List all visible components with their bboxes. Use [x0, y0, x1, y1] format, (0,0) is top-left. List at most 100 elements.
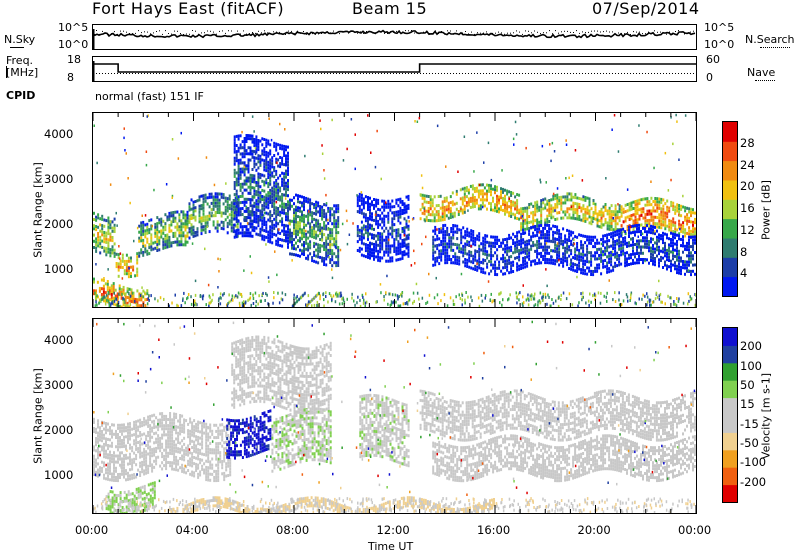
heatmap-cell — [678, 256, 680, 260]
heatmap-cell — [432, 257, 435, 261]
heatmap-cell — [574, 250, 577, 254]
heatmap-cell — [636, 218, 639, 222]
heatmap-cell — [389, 259, 392, 263]
heatmap-cell — [686, 231, 689, 235]
noise-cell — [191, 242, 194, 245]
heatmap-cell — [441, 200, 444, 204]
heatmap-cell — [101, 224, 104, 228]
heatmap-cell — [472, 233, 475, 237]
heatmap-cell — [226, 231, 229, 235]
scatter-cell — [336, 293, 339, 297]
heatmap-cell — [638, 223, 640, 227]
heatmap-cell — [142, 220, 145, 224]
heatmap-cell — [245, 188, 248, 192]
heatmap-cell — [247, 164, 250, 168]
heatmap-cell — [580, 271, 583, 275]
heatmap-cell — [468, 256, 471, 260]
heatmap-cell — [277, 188, 280, 192]
noise-search-dot — [240, 33, 241, 35]
heatmap-cell — [536, 209, 539, 213]
heatmap-cell — [230, 210, 233, 214]
heatmap-cell — [150, 239, 153, 243]
heatmap-cell — [484, 234, 487, 238]
heatmap-cell — [638, 245, 640, 249]
heatmap-cell — [375, 219, 378, 223]
heatmap-cell — [235, 213, 238, 217]
heatmap-cell — [154, 234, 157, 238]
heatmap-cell — [447, 216, 450, 220]
heatmap-cell — [293, 223, 295, 227]
heatmap-cell — [596, 212, 599, 216]
heatmap-cell — [536, 249, 539, 253]
heatmap-cell — [642, 226, 644, 230]
heatmap-cell — [154, 222, 157, 226]
heatmap-cell — [136, 273, 139, 277]
heatmap-cell — [295, 214, 297, 218]
heatmap-cell — [251, 140, 254, 144]
scatter-cell — [222, 293, 224, 297]
nave-dot — [528, 73, 529, 74]
heatmap-cell — [293, 226, 295, 230]
heatmap-cell — [614, 219, 617, 223]
heatmap-cell — [120, 288, 123, 292]
heatmap-cell — [448, 254, 451, 258]
heatmap-cell — [317, 219, 320, 223]
heatmap-cell — [421, 202, 424, 206]
heatmap-cell — [253, 150, 256, 154]
heatmap-cell — [313, 259, 316, 263]
noise-cell — [545, 242, 548, 245]
scatter-cell — [614, 291, 616, 295]
heatmap-cell — [463, 192, 466, 196]
heatmap-cell — [128, 293, 131, 297]
heatmap-cell — [293, 220, 295, 224]
heatmap-cell — [526, 212, 529, 216]
heatmap-cell — [186, 216, 189, 220]
heatmap-cell — [226, 197, 229, 201]
heatmap-cell — [285, 145, 287, 149]
heatmap-cell — [688, 226, 691, 230]
heatmap-cell — [403, 229, 406, 233]
heatmap-cell — [218, 223, 221, 227]
heatmap-cell — [111, 239, 114, 243]
heatmap-cell — [548, 233, 551, 237]
scatter-cell — [201, 295, 204, 299]
heatmap-cell — [95, 218, 98, 222]
heatmap-cell — [492, 196, 494, 200]
heatmap-cell — [666, 215, 669, 219]
heatmap-cell — [281, 205, 284, 209]
heatmap-cell — [606, 246, 609, 249]
heatmap-cell — [218, 198, 221, 202]
heatmap-cell — [403, 208, 406, 212]
heatmap-cell — [367, 234, 369, 238]
heatmap-cell — [498, 266, 501, 270]
heatmap-cell — [540, 236, 543, 240]
heatmap-cell — [518, 252, 521, 256]
heatmap-cell — [273, 223, 276, 227]
heatmap-cell — [405, 207, 408, 211]
noise-search-dot — [531, 32, 532, 34]
noise-search-dot — [456, 30, 457, 32]
nave-dot — [438, 73, 439, 74]
heatmap-cell — [176, 210, 179, 214]
scatter-cell — [129, 294, 132, 298]
scatter-cell — [405, 302, 407, 305]
heatmap-cell — [106, 288, 109, 292]
heatmap-cell — [640, 207, 643, 211]
heatmap-cell — [468, 259, 471, 263]
heatmap-cell — [550, 249, 553, 253]
heatmap-cell — [125, 253, 128, 257]
heatmap-cell — [220, 226, 223, 230]
heatmap-cell — [554, 225, 557, 228]
heatmap-cell — [239, 231, 242, 235]
heatmap-cell — [289, 234, 291, 238]
heatmap-cell — [397, 198, 400, 202]
heatmap-cell — [241, 152, 244, 156]
heatmap-cell — [235, 153, 238, 157]
nave-dot — [387, 73, 388, 74]
heatmap-cell — [684, 272, 686, 276]
heatmap-cell — [674, 236, 676, 240]
heatmap-cell — [251, 174, 254, 178]
noise-cell — [679, 214, 681, 217]
heatmap-cell — [452, 242, 455, 246]
heatmap-cell — [279, 174, 282, 178]
